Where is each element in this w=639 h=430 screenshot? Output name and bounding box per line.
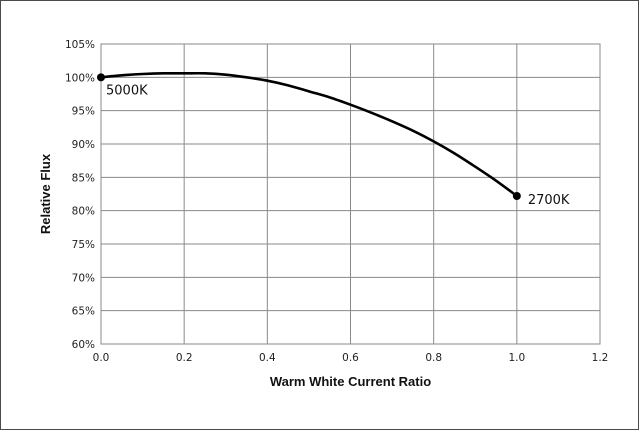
data-point-label: 5000K — [106, 83, 148, 98]
data-point-marker — [97, 73, 105, 82]
x-axis-title: Warm White Current Ratio — [270, 374, 431, 389]
data-point-label: 2700K — [528, 193, 570, 208]
y-axis-ticks: 60% 65% 70% 75% 80% 85% 90% 95% 100% 105% — [65, 39, 95, 351]
y-tick-label: 85% — [72, 172, 95, 184]
annotations-layer: 5000K 2700K — [97, 73, 570, 208]
x-tick-label: 0.2 — [176, 352, 193, 364]
y-tick-label: 105% — [65, 39, 95, 51]
x-tick-label: 1.0 — [508, 352, 525, 364]
series-layer — [100, 71, 518, 198]
y-tick-label: 95% — [72, 106, 95, 118]
y-tick-label: 65% — [72, 306, 95, 318]
plot-area — [100, 43, 601, 345]
y-axis-title: Relative Flux — [38, 153, 53, 234]
series-line — [100, 71, 518, 198]
y-tick-label: 100% — [65, 72, 95, 84]
data-point-marker — [512, 192, 521, 200]
y-tick-label: 60% — [72, 339, 95, 351]
y-tick-label: 70% — [72, 272, 95, 284]
x-tick-label: 0.6 — [342, 352, 359, 364]
x-tick-label: 0.8 — [425, 352, 442, 364]
x-tick-label: 0.0 — [93, 352, 110, 364]
y-tick-label: 80% — [72, 206, 95, 218]
x-axis-ticks: 0.0 0.2 0.4 0.6 0.8 1.0 1.2 — [93, 352, 609, 364]
grid-lines — [100, 43, 601, 345]
y-tick-label: 90% — [72, 139, 95, 151]
x-tick-label: 1.2 — [592, 352, 609, 364]
x-tick-label: 0.4 — [259, 352, 276, 364]
y-tick-label: 75% — [72, 239, 95, 251]
